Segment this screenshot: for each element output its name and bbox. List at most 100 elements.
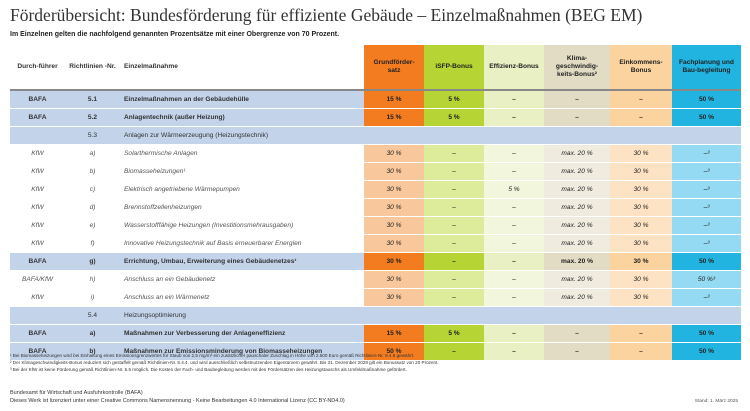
license-text: Dieses Werk ist lizenziert unter einer C… — [10, 398, 345, 404]
table-row: KfW d) Brennstoffzellenheizungen 30 % – … — [10, 198, 741, 217]
cell-fachplanung: –³ — [672, 216, 741, 235]
cell-fachplanung: 50 % — [672, 90, 741, 109]
cell-effizienz: – — [484, 270, 544, 289]
cell-effizienz: – — [484, 162, 544, 181]
cell-effizienz: – — [484, 288, 544, 307]
cell-name: Anschluss an ein Gebäudenetz — [120, 270, 364, 289]
cell-fachplanung: –³ — [672, 234, 741, 253]
cell-einkommen: – — [610, 90, 672, 109]
table-row: KfW c) Elektrisch angetriebene Wärmepump… — [10, 180, 741, 199]
cell-grund: 50 % — [364, 342, 424, 361]
cell-nr: b) — [65, 162, 120, 181]
cell-effizienz: – — [484, 342, 544, 361]
cell-name: Maßnahmen zur Emissionsminderung von Bio… — [120, 342, 364, 361]
cell-org: BAFA — [10, 324, 65, 343]
cell-nr: d) — [65, 198, 120, 217]
cell-isfp: – — [424, 342, 484, 361]
cell-grund: 30 % — [364, 288, 424, 307]
cell-name: Anlagentechnik (außer Heizung) — [120, 108, 364, 127]
cell-isfp: 5 % — [424, 324, 484, 343]
cell-fachplanung: 50 %³ — [672, 270, 741, 289]
table-row: BAFA g) Errichtung, Umbau, Erweiterung e… — [10, 252, 741, 271]
header-fachplanung: Fachplanung und Bau-begleitung — [672, 45, 741, 91]
table-row: BAFA a) Maßnahmen zur Verbesserung der A… — [10, 324, 741, 343]
cell-isfp: – — [424, 216, 484, 235]
cell-grund: 30 % — [364, 162, 424, 181]
cell-grund: 30 % — [364, 144, 424, 163]
table-row: BAFA 5.1 Einzelmaßnahmen an der Gebäudeh… — [10, 90, 741, 109]
cell-fachplanung — [672, 126, 741, 145]
cell-klima: – — [544, 108, 610, 127]
cell-nr: g) — [65, 252, 120, 271]
cell-name: Heizungsoptimierung — [120, 306, 364, 325]
section-row: 5.4 Heizungsoptimierung — [10, 306, 741, 325]
cell-nr: e) — [65, 216, 120, 235]
cell-org — [10, 126, 65, 145]
cell-einkommen: 30 % — [610, 144, 672, 163]
header-isfp-bonus: iSFP-Bonus — [424, 45, 484, 91]
header-durchfuehrer: Durch-führer — [10, 45, 65, 91]
footnote-1: ¹ Bei Biomasseheizungen wird bei Einhalt… — [10, 353, 415, 358]
cell-grund — [364, 126, 424, 145]
cell-org — [10, 306, 65, 325]
table-row: KfW i) Anschluss an ein Wärmenetz 30 % –… — [10, 288, 741, 307]
cell-einkommen — [610, 126, 672, 145]
cell-effizienz: 5 % — [484, 180, 544, 199]
cell-isfp: – — [424, 288, 484, 307]
cell-effizienz: – — [484, 216, 544, 235]
table-row: KfW f) Innovative Heizungstechnik auf Ba… — [10, 234, 741, 253]
cell-nr: a) — [65, 324, 120, 343]
cell-klima: – — [544, 90, 610, 109]
cell-grund: 30 % — [364, 234, 424, 253]
cell-effizienz: – — [484, 90, 544, 109]
cell-grund: 15 % — [364, 108, 424, 127]
table-row: KfW a) Solarthermische Anlagen 30 % – – … — [10, 144, 741, 163]
cell-klima: max. 20 % — [544, 162, 610, 181]
cell-name: Biomasseheizungen¹ — [120, 162, 364, 181]
cell-einkommen: 30 % — [610, 198, 672, 217]
cell-isfp: 5 % — [424, 108, 484, 127]
cell-org: KfW — [10, 198, 65, 217]
cell-einkommen: 30 % — [610, 162, 672, 181]
table-row: KfW b) Biomasseheizungen¹ 30 % – – max. … — [10, 162, 741, 181]
cell-org: KfW — [10, 216, 65, 235]
cell-org: KfW — [10, 144, 65, 163]
cell-klima: – — [544, 342, 610, 361]
cell-isfp: 5 % — [424, 90, 484, 109]
cell-name: Anlagen zur Wärmeerzeugung (Heizungstech… — [120, 126, 364, 145]
cell-nr: i) — [65, 288, 120, 307]
cell-einkommen: 30 % — [610, 216, 672, 235]
cell-einkommen: 30 % — [610, 288, 672, 307]
cell-effizienz: – — [484, 108, 544, 127]
publisher-block: Bundesamt für Wirtschaft und Ausfuhrkont… — [10, 389, 345, 405]
cell-grund: 30 % — [364, 198, 424, 217]
cell-isfp: – — [424, 234, 484, 253]
cell-effizienz — [484, 126, 544, 145]
cell-isfp: – — [424, 162, 484, 181]
cell-org: KfW — [10, 180, 65, 199]
cell-effizienz: – — [484, 252, 544, 271]
cell-effizienz: – — [484, 324, 544, 343]
header-grundfoerdersatz: Grundförder-satz — [364, 45, 424, 91]
cell-einkommen: 30 % — [610, 252, 672, 271]
cell-nr: 5.2 — [65, 108, 120, 127]
cell-einkommen: 30 % — [610, 180, 672, 199]
cell-isfp: – — [424, 144, 484, 163]
section-row: 5.3 Anlagen zur Wärmeerzeugung (Heizungs… — [10, 126, 741, 145]
cell-klima — [544, 126, 610, 145]
cell-name: Errichtung, Umbau, Erweiterung eines Geb… — [120, 252, 364, 271]
cell-grund: 15 % — [364, 90, 424, 109]
cell-name: Elektrisch angetriebene Wärmepumpen — [120, 180, 364, 199]
page-subtitle: Im Einzelnen gelten die nachfolgend gena… — [10, 31, 340, 38]
cell-grund: 30 % — [364, 252, 424, 271]
cell-isfp: – — [424, 198, 484, 217]
cell-einkommen: – — [610, 324, 672, 343]
cell-nr: c) — [65, 180, 120, 199]
cell-klima: max. 20 % — [544, 216, 610, 235]
cell-nr: a) — [65, 144, 120, 163]
cell-klima: max. 20 % — [544, 180, 610, 199]
cell-org: KfW — [10, 162, 65, 181]
cell-einkommen: 30 % — [610, 234, 672, 253]
cell-isfp — [424, 126, 484, 145]
table-row: KfW e) Wasserstofffähige Heizungen (Inve… — [10, 216, 741, 235]
